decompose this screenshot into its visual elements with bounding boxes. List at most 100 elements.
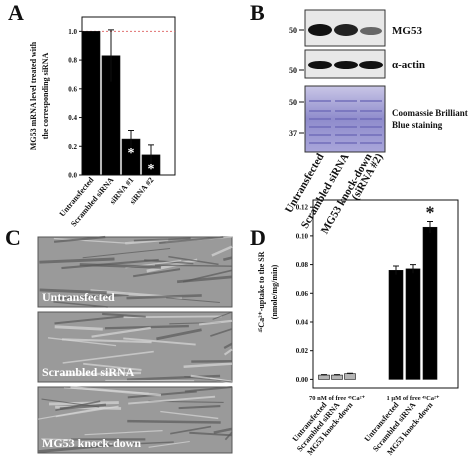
error-bar — [393, 265, 399, 275]
gel-band — [309, 142, 331, 144]
cell-fiber — [222, 256, 233, 262]
cell-fiber — [61, 338, 152, 344]
gel-band — [360, 110, 382, 112]
cell-fiber — [189, 431, 233, 437]
bar — [388, 270, 404, 380]
error-bar — [321, 374, 327, 376]
cell-fiber — [178, 405, 221, 410]
bar — [344, 373, 356, 380]
y-tick-label: 0.08 — [296, 261, 309, 269]
cell-fiber — [223, 342, 233, 350]
band — [334, 61, 358, 69]
cell-fiber — [61, 371, 142, 377]
bar — [405, 268, 421, 380]
y-tick-label: 0.8 — [68, 57, 77, 65]
plot-frame — [312, 199, 459, 389]
y-tick-label: 0.6 — [68, 85, 77, 93]
band — [334, 24, 358, 36]
cell-fiber — [123, 337, 196, 346]
error-bar — [410, 264, 416, 274]
cell-fiber — [54, 325, 103, 331]
cell-fiber — [53, 235, 106, 243]
band-label: Coomassie Brilliant — [392, 108, 468, 118]
cell-fiber — [133, 237, 191, 242]
gel-band — [309, 118, 331, 120]
panel-letter: B — [250, 0, 265, 25]
y-axis-label: MG53 mRNA level treated with — [29, 41, 38, 150]
cell-fiber — [47, 337, 117, 347]
cell-fiber — [184, 386, 233, 393]
band — [360, 27, 382, 35]
y-tick-label: 0.10 — [296, 232, 309, 240]
panel-letter: C — [5, 225, 21, 250]
y-tick-label: 0.00 — [296, 376, 309, 384]
cell-fiber — [53, 301, 108, 308]
y-tick-label: 0.0 — [68, 172, 77, 180]
cell-fiber — [176, 275, 233, 284]
micrograph-label: Untransfected — [42, 290, 115, 304]
cell-fiber — [39, 257, 115, 264]
significance-marker: * — [426, 203, 435, 223]
gel-band — [335, 126, 357, 128]
cell-fiber — [148, 440, 190, 448]
error-bar — [334, 374, 340, 376]
marker-label: 37 — [289, 129, 297, 138]
y-tick-label: 0.12 — [296, 204, 309, 212]
panel-letter: A — [8, 0, 24, 25]
cell-fiber — [224, 431, 233, 441]
y-tick-label: 0.06 — [296, 290, 309, 298]
cell-fiber — [53, 293, 129, 300]
gel-band — [309, 134, 331, 136]
cell-fiber — [102, 312, 146, 318]
y-tick-label: 0.4 — [68, 114, 77, 122]
micrograph-label: MG53 knock-down — [42, 436, 141, 450]
cell-fiber — [104, 324, 189, 330]
cell-fiber — [127, 441, 174, 445]
y-tick-label: 0.04 — [296, 318, 309, 326]
cell-fiber — [158, 236, 224, 244]
cell-fiber — [170, 425, 212, 435]
gel-band — [360, 126, 382, 128]
cell-fiber — [48, 401, 119, 406]
cell-fiber — [83, 362, 142, 371]
cell-fiber — [198, 319, 233, 326]
gel-band — [309, 126, 331, 128]
bar — [81, 31, 101, 176]
band — [308, 61, 332, 69]
gel-band — [309, 110, 331, 112]
cell-fiber — [79, 263, 161, 269]
band — [308, 24, 332, 36]
cell-fiber — [84, 430, 163, 436]
gel-band — [335, 100, 357, 102]
cell-fiber — [183, 362, 233, 368]
cell-fiber — [168, 255, 219, 266]
group-label: 70 nM of free ⁴⁵Ca²⁺ — [309, 395, 366, 402]
error-bar — [108, 29, 114, 82]
cell-fiber — [210, 328, 233, 337]
marker-label: 50 — [289, 26, 297, 35]
band — [359, 61, 383, 69]
y-tick-label: 1.0 — [68, 28, 77, 36]
gel-band — [360, 134, 382, 136]
cell-fiber — [61, 258, 159, 270]
cell-fiber — [127, 419, 221, 424]
gel-band — [335, 134, 357, 136]
y-axis-label: the corresponding siRNA — [41, 53, 50, 140]
gel-lanes — [309, 100, 382, 144]
y-axis-label: ⁴⁵Ca²⁺-uptake to the SR — [257, 251, 266, 332]
cell-fiber — [223, 348, 233, 356]
band-label: MG53 — [392, 25, 422, 37]
y-tick-label: 0.2 — [68, 143, 77, 151]
significance-marker: * — [128, 146, 135, 161]
group-label: 1 μM of free ⁴⁵Ca²⁺ — [387, 395, 440, 402]
cell-fiber — [132, 268, 181, 278]
gel-band — [360, 118, 382, 120]
cell-fiber — [184, 376, 233, 383]
cell-fiber — [212, 311, 233, 320]
bar — [331, 374, 343, 380]
cell-fiber — [211, 245, 233, 257]
cell-fiber — [160, 410, 219, 420]
cell-fiber — [63, 387, 149, 394]
cell-fiber — [38, 443, 117, 454]
